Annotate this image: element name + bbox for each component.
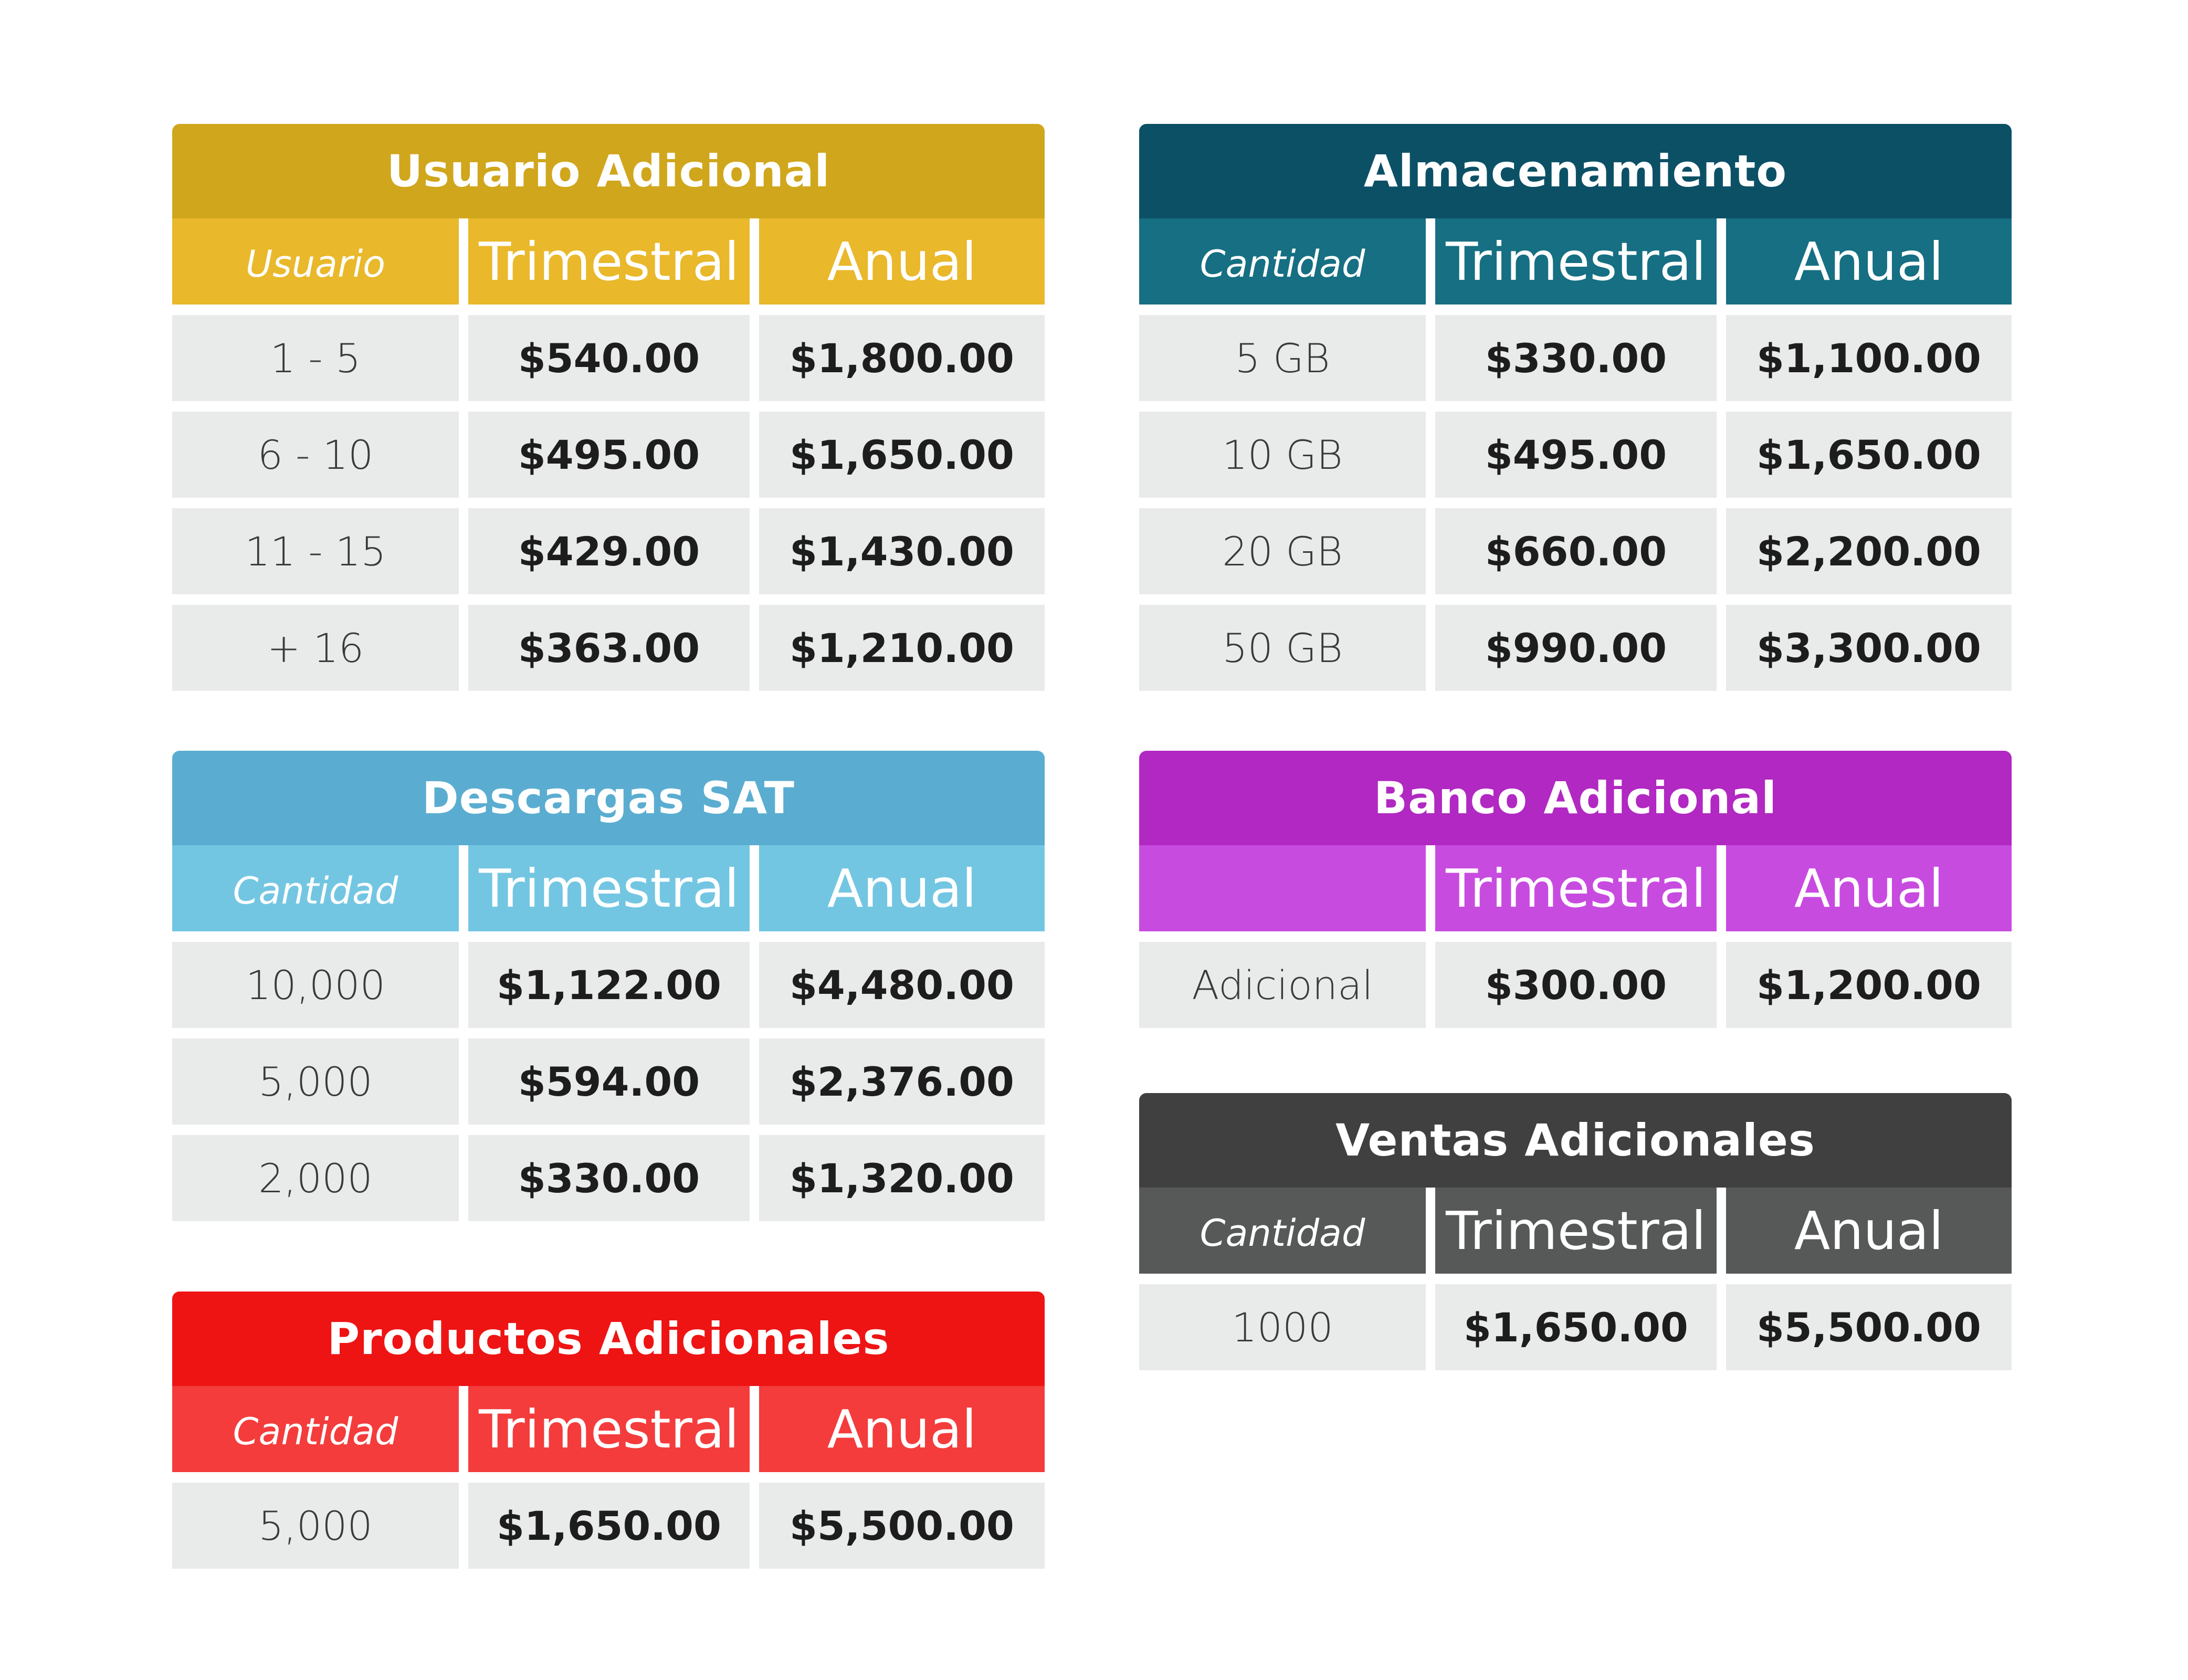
header-row: Usuario Trimestral Anual: [172, 218, 1045, 304]
annual-price: $5,500.00: [1726, 1284, 2012, 1370]
quarterly-price: $495.00: [468, 412, 750, 498]
quarterly-price: $1,122.00: [468, 942, 750, 1028]
annual-price: $1,650.00: [759, 412, 1045, 498]
table-descargas-sat: Descargas SAT Cantidad Trimestral Anual …: [172, 751, 1045, 1221]
table-row: Adicional $300.00 $1,200.00: [1139, 942, 2012, 1028]
quarterly-price: $540.00: [468, 315, 750, 401]
table-row: 5 GB $330.00 $1,100.00: [1139, 315, 2012, 401]
annual-header: Anual: [1726, 845, 2012, 931]
annual-header: Anual: [1726, 1188, 2012, 1274]
quarterly-price: $330.00: [1435, 315, 1717, 401]
table-productos-adicionales: Productos Adicionales Cantidad Trimestra…: [172, 1292, 1045, 1569]
quarterly-price: $1,650.00: [468, 1483, 750, 1569]
row-label: 1 - 5: [172, 315, 459, 401]
table-row: 2,000 $330.00 $1,320.00: [172, 1135, 1045, 1221]
annual-price: $1,430.00: [759, 508, 1045, 594]
annual-price: $2,200.00: [1726, 508, 2012, 594]
annual-price: $5,500.00: [759, 1483, 1045, 1569]
row-label: Adicional: [1139, 942, 1426, 1028]
label-header: Cantidad: [1139, 218, 1426, 304]
header-row: Trimestral Anual: [1139, 845, 2012, 931]
annual-price: $1,800.00: [759, 315, 1045, 401]
annual-header: Anual: [759, 845, 1045, 931]
label-header: Cantidad: [1139, 1188, 1426, 1274]
row-label: 11 - 15: [172, 508, 459, 594]
table-almacenamiento: Almacenamiento Cantidad Trimestral Anual…: [1139, 124, 2012, 691]
table-title: Almacenamiento: [1139, 124, 2012, 218]
annual-price: $1,200.00: [1726, 942, 2012, 1028]
row-label: 5,000: [172, 1038, 459, 1125]
table-row: 1 - 5 $540.00 $1,800.00: [172, 315, 1045, 401]
table-row: 20 GB $660.00 $2,200.00: [1139, 508, 2012, 594]
quarterly-price: $990.00: [1435, 605, 1717, 691]
row-label: 2,000: [172, 1135, 459, 1221]
table-title: Ventas Adicionales: [1139, 1093, 2012, 1188]
quarterly-price: $594.00: [468, 1038, 750, 1125]
table-row: 10,000 $1,122.00 $4,480.00: [172, 942, 1045, 1028]
row-label: + 16: [172, 605, 459, 691]
label-header: Cantidad: [172, 1386, 459, 1472]
quarterly-header: Trimestral: [468, 845, 750, 931]
table-row: 50 GB $990.00 $3,300.00: [1139, 605, 2012, 691]
header-row: Cantidad Trimestral Anual: [172, 1386, 1045, 1472]
row-label: 1000: [1139, 1284, 1426, 1370]
table-row: 6 - 10 $495.00 $1,650.00: [172, 412, 1045, 498]
annual-header: Anual: [759, 1386, 1045, 1472]
annual-price: $1,320.00: [759, 1135, 1045, 1221]
annual-price: $1,210.00: [759, 605, 1045, 691]
table-title: Banco Adicional: [1139, 751, 2012, 845]
row-label: 6 - 10: [172, 412, 459, 498]
row-label: 5 GB: [1139, 315, 1426, 401]
table-title: Descargas SAT: [172, 751, 1045, 845]
quarterly-price: $429.00: [468, 508, 750, 594]
quarterly-price: $363.00: [468, 605, 750, 691]
row-label: 10 GB: [1139, 412, 1426, 498]
table-usuario-adicional: Usuario Adicional Usuario Trimestral Anu…: [172, 124, 1045, 691]
row-label: 5,000: [172, 1483, 459, 1569]
table-row: 5,000 $1,650.00 $5,500.00: [172, 1483, 1045, 1569]
quarterly-header: Trimestral: [468, 218, 750, 304]
table-row: + 16 $363.00 $1,210.00: [172, 605, 1045, 691]
quarterly-price: $330.00: [468, 1135, 750, 1221]
quarterly-price: $495.00: [1435, 412, 1717, 498]
annual-price: $1,100.00: [1726, 315, 2012, 401]
annual-header: Anual: [1726, 218, 2012, 304]
quarterly-price: $300.00: [1435, 942, 1717, 1028]
table-title: Usuario Adicional: [172, 124, 1045, 218]
quarterly-header: Trimestral: [1435, 218, 1717, 304]
label-header: Cantidad: [172, 845, 459, 931]
table-banco-adicional: Banco Adicional Trimestral Anual Adicion…: [1139, 751, 2012, 1028]
row-label: 20 GB: [1139, 508, 1426, 594]
table-title: Productos Adicionales: [172, 1292, 1045, 1386]
label-header: [1139, 845, 1426, 931]
quarterly-price: $1,650.00: [1435, 1284, 1717, 1370]
annual-price: $1,650.00: [1726, 412, 2012, 498]
row-label: 50 GB: [1139, 605, 1426, 691]
table-row: 11 - 15 $429.00 $1,430.00: [172, 508, 1045, 594]
header-row: Cantidad Trimestral Anual: [172, 845, 1045, 931]
annual-header: Anual: [759, 218, 1045, 304]
label-header: Usuario: [172, 218, 459, 304]
table-row: 5,000 $594.00 $2,376.00: [172, 1038, 1045, 1125]
table-row: 10 GB $495.00 $1,650.00: [1139, 412, 2012, 498]
row-label: 10,000: [172, 942, 459, 1028]
annual-price: $2,376.00: [759, 1038, 1045, 1125]
quarterly-price: $660.00: [1435, 508, 1717, 594]
header-row: Cantidad Trimestral Anual: [1139, 1188, 2012, 1274]
header-row: Cantidad Trimestral Anual: [1139, 218, 2012, 304]
table-ventas-adicionales: Ventas Adicionales Cantidad Trimestral A…: [1139, 1093, 2012, 1370]
annual-price: $4,480.00: [759, 942, 1045, 1028]
annual-price: $3,300.00: [1726, 605, 2012, 691]
table-row: 1000 $1,650.00 $5,500.00: [1139, 1284, 2012, 1370]
quarterly-header: Trimestral: [1435, 1188, 1717, 1274]
quarterly-header: Trimestral: [468, 1386, 750, 1472]
quarterly-header: Trimestral: [1435, 845, 1717, 931]
